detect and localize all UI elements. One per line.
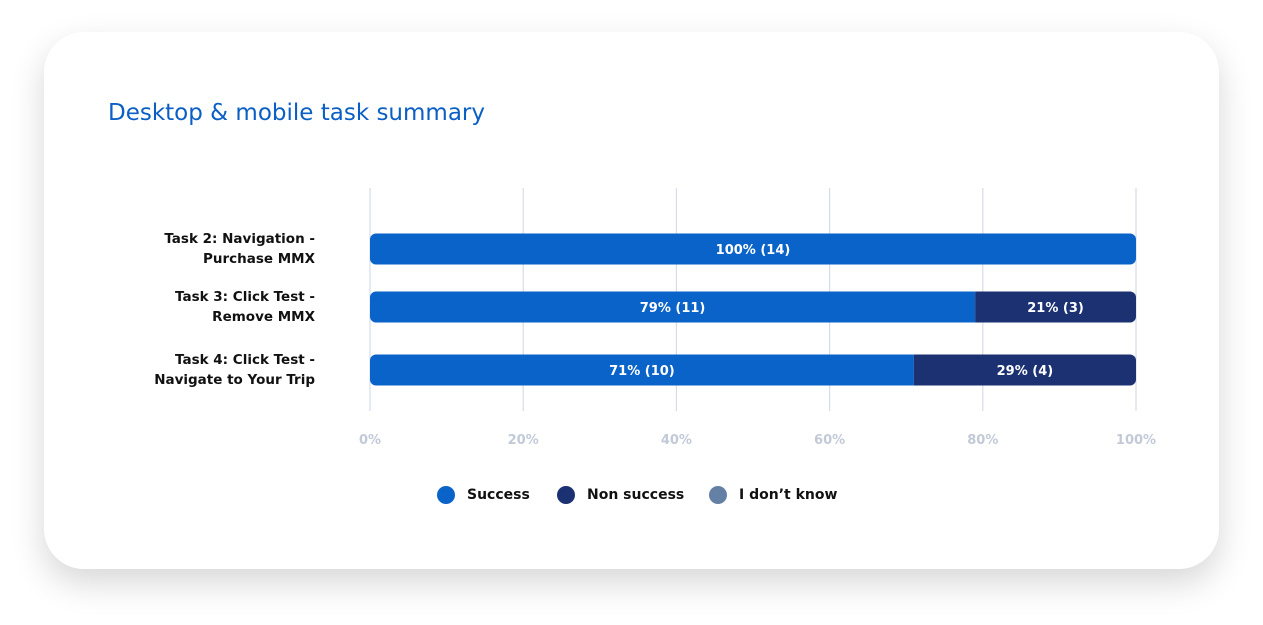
x-tick-label: 80%: [967, 433, 998, 448]
legend-item-non-success[interactable]: Non success: [557, 483, 684, 507]
bar-value-label: 29% (4): [997, 364, 1054, 379]
legend-label-success: Success: [467, 487, 530, 503]
x-tick-label: 100%: [1116, 433, 1156, 448]
legend-swatch-non-success: [557, 486, 575, 504]
bar-value-label: 21% (3): [1027, 301, 1084, 316]
x-tick-label: 0%: [359, 433, 381, 448]
bar-value-label: 100% (14): [716, 243, 791, 258]
legend-swatch-success: [437, 486, 455, 504]
bar-value-label: 71% (10): [609, 364, 675, 379]
legend-label-dont-know: I don’t know: [739, 487, 838, 503]
x-tick-label: 60%: [814, 433, 845, 448]
bar-non-success: [913, 354, 1136, 386]
category-label-line: Navigate to Your Trip: [154, 372, 315, 388]
legend-swatch-dont-know: [709, 486, 727, 504]
category-label: Task 4: Click Test - Navigate to Your Tri…: [154, 352, 315, 388]
category-label-line: Remove MMX: [212, 309, 315, 325]
category-label-line: Task 2: Navigation -: [164, 231, 315, 247]
bar-success: [370, 354, 914, 386]
legend-item-dont-know[interactable]: I don’t know: [709, 483, 837, 507]
x-tick-label: 40%: [661, 433, 692, 448]
bar-success: [370, 233, 1136, 265]
bar-value-label: 79% (11): [640, 301, 706, 316]
category-label-line: Purchase MMX: [203, 251, 316, 267]
bar-non-success: [975, 291, 1136, 323]
category-label-line: Task 4: Click Test -: [175, 352, 315, 368]
legend-label-non-success: Non success: [587, 487, 685, 503]
bar-success: [370, 291, 976, 323]
legend-item-success[interactable]: Success: [437, 483, 530, 507]
category-label: Task 3: Click Test - Remove MMX: [175, 289, 316, 325]
chart-title: Desktop & mobile task summary: [108, 100, 485, 126]
x-tick-label: 20%: [508, 433, 539, 448]
chart-legend: Success Non success I don’t know: [0, 483, 1263, 507]
category-label: Task 2: Navigation - Purchase MMX: [164, 231, 315, 267]
category-label-line: Task 3: Click Test -: [175, 289, 315, 305]
